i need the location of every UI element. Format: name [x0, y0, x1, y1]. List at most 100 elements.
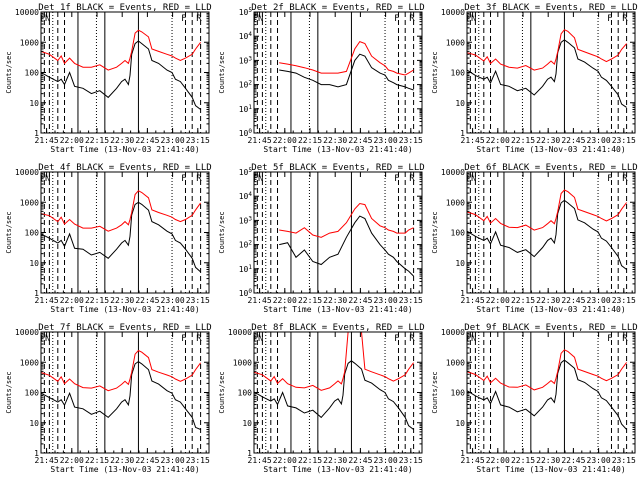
y-tick-label: 10	[455, 419, 465, 428]
panel-det-5: Det 5f BLACK = Events, RED = LLDFNFR1001…	[218, 163, 425, 314]
y-tick-label: 10	[29, 419, 39, 428]
x-tick-label: 22:15	[85, 296, 109, 305]
x-tick-label: 22:30	[323, 296, 347, 305]
y-tick-label: 102	[239, 240, 253, 250]
x-axis-label: Start Time (13-Nov-03 21:41:40)	[263, 305, 412, 314]
y-tick-label: 10000	[441, 328, 465, 337]
x-axis-label: Start Time (13-Nov-03 21:41:40)	[476, 465, 625, 474]
x-tick-label: 22:30	[536, 296, 560, 305]
state-marker-label: N	[45, 334, 50, 344]
x-tick-label: 22:30	[110, 296, 134, 305]
y-tick-label: 10	[455, 99, 465, 108]
plot-frame	[40, 171, 210, 294]
y-tick-label: 1000	[446, 358, 465, 367]
x-tick-label: 22:00	[486, 296, 510, 305]
x-tick-label: 22:00	[273, 136, 297, 145]
x-tick-label: 22:45	[135, 296, 159, 305]
y-axis-label: Counts/sec	[5, 51, 13, 93]
x-tick-label: 22:45	[135, 456, 159, 465]
y-tick-label: 102	[239, 80, 253, 90]
y-tick-label: 1000	[446, 38, 465, 47]
y-tick-label: 1	[34, 289, 39, 298]
panel-title: Det 2f BLACK = Events, RED = LLD	[251, 3, 424, 13]
x-tick-label: 22:30	[110, 456, 134, 465]
state-marker-label: R	[622, 334, 628, 344]
y-tick-label: 103	[239, 215, 253, 225]
series-line-lld	[253, 331, 414, 391]
x-tick-label: 23:15	[612, 296, 636, 305]
x-tick-label: 23:00	[161, 296, 185, 305]
x-tick-label: 22:15	[511, 296, 535, 305]
panel-det-1: Det 1f BLACK = Events, RED = LLDFNFR1101…	[5, 3, 212, 154]
x-tick-label: 22:15	[298, 456, 322, 465]
y-tick-label: 100	[239, 288, 253, 298]
x-tick-label: 23:15	[399, 456, 423, 465]
panel-det-8: Det 8f BLACK = Events, RED = LLDFNFR1101…	[218, 323, 425, 474]
panel-det-4: Det 4f BLACK = Events, RED = LLDFNFR1101…	[5, 163, 212, 314]
panel-title: Det 8f BLACK = Events, RED = LLD	[251, 323, 424, 333]
y-tick-label: 104	[239, 191, 253, 201]
x-tick-label: 21:45	[248, 296, 272, 305]
x-tick-label: 21:45	[461, 136, 485, 145]
state-marker-label: R	[196, 174, 202, 184]
y-tick-label: 10000	[228, 328, 252, 337]
x-axis-label: Start Time (13-Nov-03 21:41:40)	[50, 145, 199, 154]
state-marker-label: N	[258, 14, 263, 24]
x-axis-label: Start Time (13-Nov-03 21:41:40)	[50, 465, 199, 474]
y-tick-label: 10000	[15, 328, 39, 337]
panel-title: Det 1f BLACK = Events, RED = LLD	[38, 3, 211, 13]
series-line-events	[40, 201, 201, 273]
x-tick-label: 22:45	[348, 136, 372, 145]
x-axis-label: Start Time (13-Nov-03 21:41:40)	[263, 465, 412, 474]
y-tick-label: 10000	[441, 168, 465, 177]
panel-det-7: Det 7f BLACK = Events, RED = LLDFNFR1101…	[5, 323, 212, 474]
x-tick-label: 23:00	[374, 456, 398, 465]
panel-title: Det 4f BLACK = Events, RED = LLD	[38, 163, 211, 173]
plot-frame	[253, 11, 423, 134]
plot-frame	[466, 171, 636, 294]
state-marker-label: F	[394, 174, 399, 184]
y-axis-label: Counts/sec	[5, 211, 13, 253]
state-marker-label: N	[258, 334, 263, 344]
x-tick-label: 23:15	[399, 136, 423, 145]
series-line-events	[279, 215, 414, 277]
y-tick-label: 1	[460, 129, 465, 138]
state-marker-label: F	[181, 14, 186, 24]
state-marker-label: F	[607, 334, 612, 344]
x-tick-label: 23:00	[587, 136, 611, 145]
series-line-lld	[466, 189, 628, 231]
state-marker-label: R	[196, 14, 202, 24]
y-tick-label: 1000	[20, 358, 39, 367]
x-tick-label: 22:45	[561, 296, 585, 305]
x-tick-label: 22:30	[536, 136, 560, 145]
y-tick-label: 101	[239, 264, 253, 274]
state-marker-label: N	[45, 14, 50, 24]
y-tick-label: 100	[25, 69, 40, 78]
x-tick-label: 22:00	[60, 296, 84, 305]
series-line-lld	[40, 349, 202, 392]
y-tick-label: 100	[451, 389, 466, 398]
series-line-lld	[466, 29, 627, 71]
state-marker-label: N	[45, 174, 50, 184]
y-tick-label: 103	[239, 55, 253, 65]
series-line-events	[40, 360, 201, 430]
panel-title: Det 3f BLACK = Events, RED = LLD	[464, 3, 637, 13]
plot-frame	[253, 171, 423, 294]
state-marker-label: N	[471, 14, 476, 24]
y-axis-label: Counts/sec	[218, 51, 226, 93]
y-tick-label: 1	[247, 449, 252, 458]
plot-frame	[466, 331, 636, 454]
x-tick-label: 22:15	[511, 456, 535, 465]
y-axis-label: Counts/sec	[431, 371, 439, 413]
x-tick-label: 23:00	[161, 456, 185, 465]
x-tick-label: 21:45	[35, 456, 59, 465]
series-line-events	[466, 39, 627, 108]
y-tick-label: 10	[455, 259, 465, 268]
y-tick-label: 10000	[441, 8, 465, 17]
x-tick-label: 22:30	[536, 456, 560, 465]
x-tick-label: 22:15	[85, 136, 109, 145]
x-axis-label: Start Time (13-Nov-03 21:41:40)	[263, 145, 412, 154]
y-axis-label: Counts/sec	[431, 51, 439, 93]
x-tick-label: 21:45	[461, 456, 485, 465]
